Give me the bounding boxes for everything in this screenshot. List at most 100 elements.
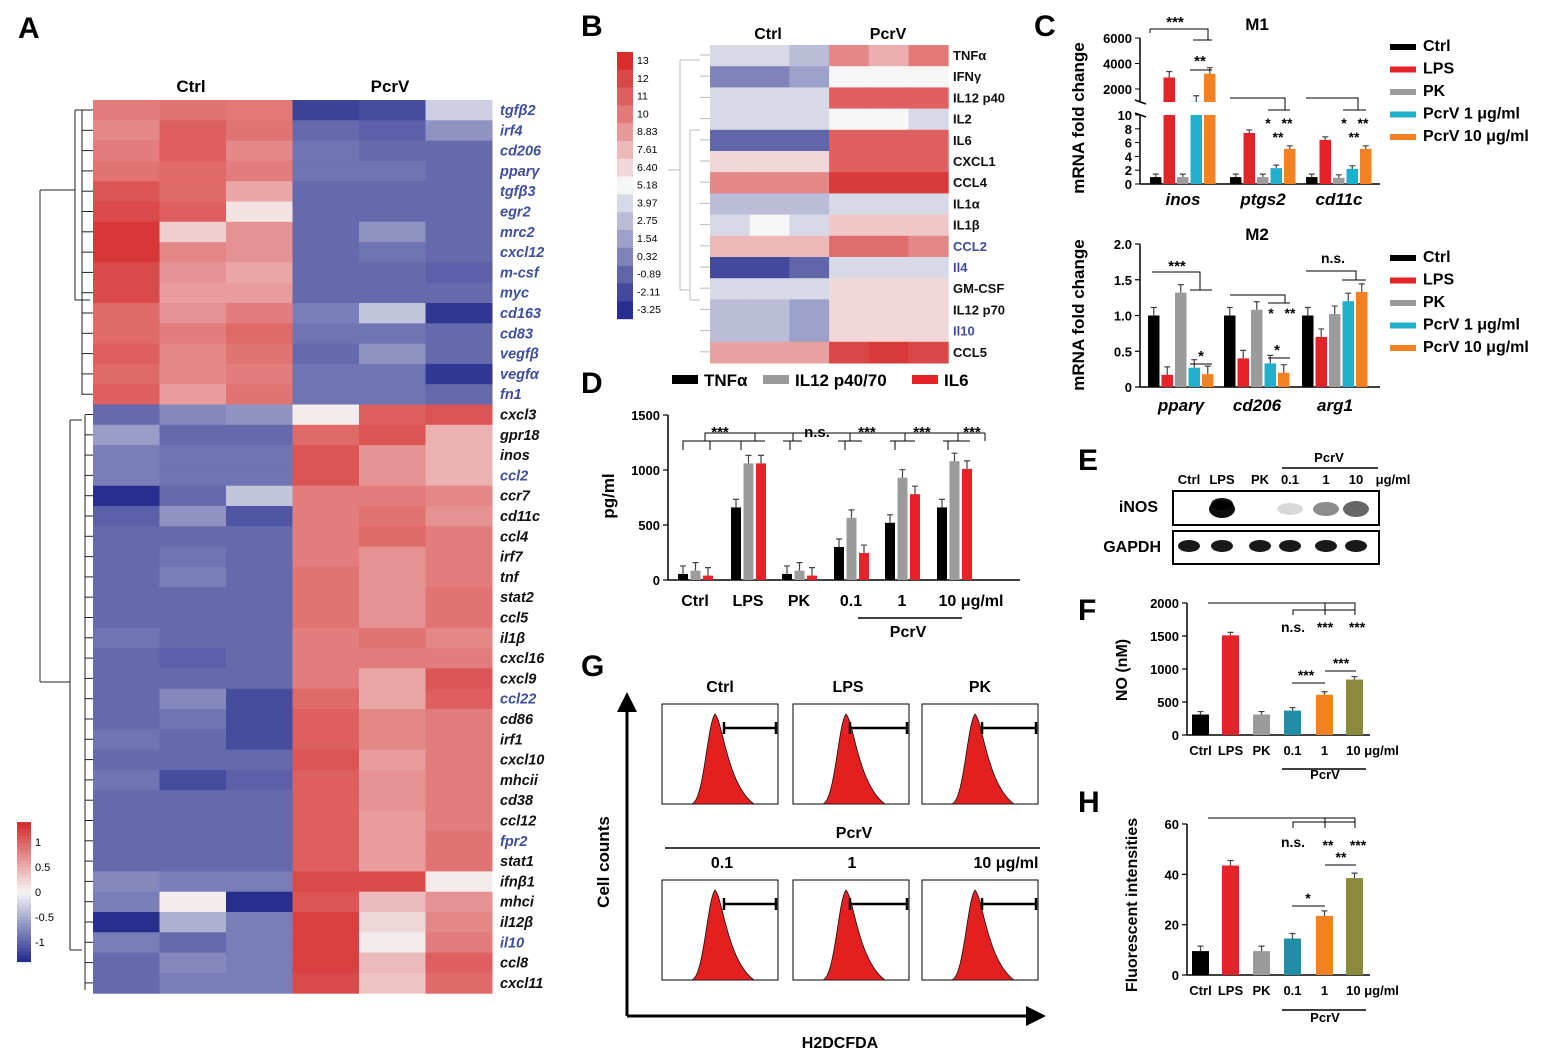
a-heat-cell bbox=[160, 628, 227, 649]
c-m2-ylabel: mRNA fold change bbox=[1069, 239, 1088, 390]
a-heat-cell bbox=[160, 668, 227, 689]
b-heat-cell bbox=[710, 215, 750, 237]
a-heat-cell bbox=[93, 689, 160, 710]
a-heat-cell bbox=[426, 851, 493, 872]
b-heat-cell bbox=[750, 66, 790, 88]
a-gene-label-4: tgfβ3 bbox=[500, 184, 536, 200]
f-sig-label: *** bbox=[1298, 667, 1315, 683]
a-heat-cell bbox=[359, 953, 426, 974]
c1-bar bbox=[1271, 168, 1283, 184]
c1-sig-label: * bbox=[1341, 115, 1347, 131]
a-heat-cell bbox=[359, 831, 426, 852]
c2-bar bbox=[1329, 314, 1341, 387]
b-colorbar-step bbox=[617, 266, 633, 284]
b-heat-cell bbox=[789, 321, 829, 343]
b-heat-cell bbox=[909, 66, 949, 88]
a-heat-cell bbox=[93, 283, 160, 304]
d-sig-label: *** bbox=[913, 424, 931, 441]
b-cytokine-label-11: GM-CSF bbox=[953, 281, 1004, 296]
e-lane-label: Ctrl bbox=[1178, 472, 1200, 487]
a-heat-cell bbox=[226, 831, 293, 852]
h-category-label: Ctrl bbox=[1189, 983, 1211, 998]
error-bar bbox=[1240, 350, 1246, 358]
a-heat-cell bbox=[226, 323, 293, 344]
a-heat-cell bbox=[160, 161, 227, 182]
e-gapdh-band bbox=[1315, 540, 1337, 552]
a-heat-cell bbox=[359, 120, 426, 141]
a-heat-cell bbox=[93, 892, 160, 913]
c-legend-swatch bbox=[1390, 345, 1416, 351]
a-heat-cell bbox=[426, 120, 493, 141]
b-colorbar-tick: -0.89 bbox=[637, 269, 661, 281]
error-bar bbox=[680, 566, 686, 574]
c2-bar bbox=[1175, 293, 1187, 387]
a-heat-cell bbox=[293, 608, 360, 629]
c-legend-label: PcrV 1 μg/ml bbox=[1423, 317, 1520, 334]
a-heat-cell bbox=[293, 750, 360, 771]
h-sig-label: ** bbox=[1336, 849, 1347, 865]
a-heat-cell bbox=[160, 506, 227, 527]
a-heat-cell bbox=[226, 405, 293, 426]
b-colorbar-tick: -2.11 bbox=[637, 286, 660, 298]
c2-bar bbox=[1202, 374, 1214, 387]
b-heat-cell bbox=[869, 257, 909, 279]
a-heat-cell bbox=[426, 648, 493, 669]
a-gene-label-12: vegfβ bbox=[500, 347, 539, 363]
c-legend-swatch bbox=[1390, 44, 1416, 50]
a-heat-cell bbox=[426, 973, 493, 994]
a-heat-cell bbox=[293, 161, 360, 182]
b-heat-cell bbox=[750, 342, 790, 364]
a-heat-cell bbox=[160, 384, 227, 405]
a-colorbar-step bbox=[17, 882, 31, 886]
b-heat-cell bbox=[909, 342, 949, 364]
d-category-label: Ctrl bbox=[681, 593, 709, 610]
a-heat-cell bbox=[226, 283, 293, 304]
a-heat-cell bbox=[93, 973, 160, 994]
b-heat-cell bbox=[750, 193, 790, 215]
c1-y-tick-label: 4 bbox=[1125, 149, 1133, 164]
c-legend-swatch bbox=[1390, 300, 1416, 306]
c-legend-swatch bbox=[1390, 323, 1416, 329]
a-heat-cell bbox=[293, 973, 360, 994]
g-pcrv-title: PcrV bbox=[836, 825, 873, 842]
d-y-tick-label: 1000 bbox=[631, 463, 660, 478]
a-heat-cell bbox=[359, 465, 426, 486]
c2-y-tick-label: 1.0 bbox=[1114, 309, 1132, 324]
panel-letter-g: G bbox=[581, 650, 604, 683]
c-legend-swatch bbox=[1390, 255, 1416, 261]
a-heat-cell bbox=[359, 648, 426, 669]
e-inos-band bbox=[1343, 501, 1369, 517]
c1-bar bbox=[1177, 177, 1189, 184]
c2-bar bbox=[1148, 316, 1160, 388]
a-heat-cell bbox=[93, 303, 160, 324]
c2-sig-label: *** bbox=[1168, 258, 1186, 275]
b-heat-cell bbox=[869, 130, 909, 152]
a-heat-cell bbox=[426, 100, 493, 121]
b-heat-cell bbox=[829, 299, 869, 321]
a-colorbar-step bbox=[17, 836, 31, 840]
b-cytokine-label-3: IL2 bbox=[953, 112, 972, 127]
a-heat-cell bbox=[426, 608, 493, 629]
c2-bar bbox=[1316, 337, 1328, 387]
f-ylabel: NO (nM) bbox=[1114, 639, 1131, 701]
d-sig-label: n.s. bbox=[804, 424, 830, 441]
c-legend-label: Ctrl bbox=[1423, 38, 1451, 55]
a-colorbar-step bbox=[17, 857, 31, 861]
b-heat-cell bbox=[909, 257, 949, 279]
a-heat-cell bbox=[293, 648, 360, 669]
a-heat-cell bbox=[160, 526, 227, 547]
c1-y-tick-label: 6 bbox=[1125, 136, 1132, 151]
error-bar bbox=[1290, 708, 1296, 711]
a-gene-label-28: cxcl9 bbox=[500, 671, 536, 687]
b-heat-cell bbox=[829, 130, 869, 152]
a-gene-label-27: cxcl16 bbox=[500, 651, 545, 667]
b-heat-cell bbox=[789, 45, 829, 67]
a-heat-cell bbox=[426, 344, 493, 365]
a-gene-label-33: mhcii bbox=[500, 773, 539, 789]
f-sig-label: *** bbox=[1317, 619, 1334, 635]
error-bar bbox=[849, 510, 855, 518]
b-cytokine-label-12: IL12 p70 bbox=[953, 302, 1005, 317]
c2-bar bbox=[1343, 301, 1355, 387]
b-colorbar-step bbox=[617, 159, 633, 177]
